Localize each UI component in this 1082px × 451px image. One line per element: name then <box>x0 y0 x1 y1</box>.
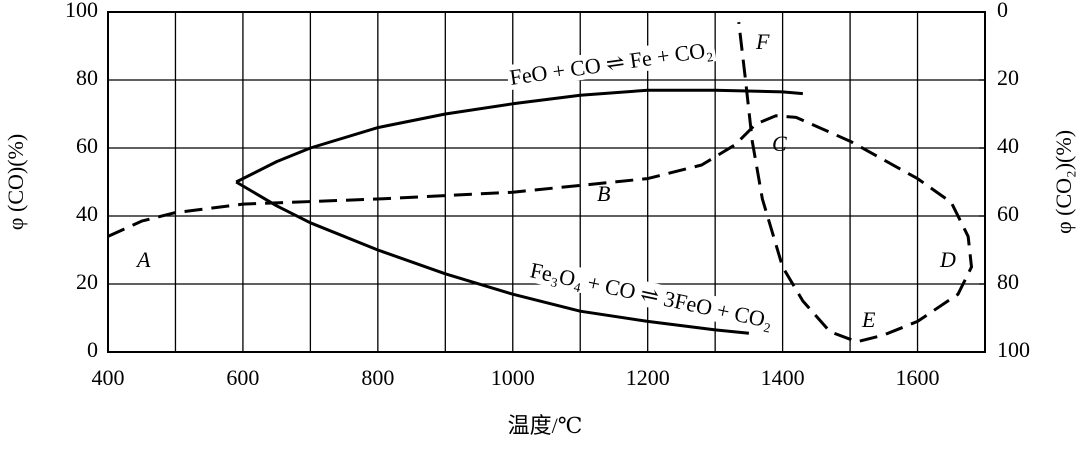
y-tick-label: 100 <box>65 0 98 22</box>
annotation: E <box>861 307 876 332</box>
annotation: A <box>135 247 151 272</box>
x-axis-title: 温度/℃ <box>508 413 583 438</box>
y2-tick-label: 80 <box>997 269 1019 294</box>
annotation: D <box>939 247 956 272</box>
annotation: C <box>772 131 787 156</box>
x-tick-label: 1400 <box>761 365 805 390</box>
annotation: B <box>597 181 610 206</box>
data-line <box>235 180 750 335</box>
y-axis-title: φ (CO)(%) <box>3 134 28 230</box>
annotation: F <box>755 29 770 54</box>
y-tick-label: 40 <box>76 201 98 226</box>
label-background <box>505 36 717 91</box>
annotation: FeO + CO ⇌ Fe + CO₂ <box>508 37 714 90</box>
label-background <box>525 256 777 334</box>
y-tick-label: 0 <box>87 337 98 362</box>
y2-axis-title: φ (CO₂)(%) <box>1051 130 1076 234</box>
x-tick-label: 1600 <box>896 365 940 390</box>
x-tick-label: 400 <box>92 365 125 390</box>
y2-tick-label: 0 <box>997 0 1008 22</box>
y2-tick-label: 60 <box>997 201 1019 226</box>
data-line <box>235 88 803 184</box>
data-line <box>107 22 974 344</box>
y-tick-label: 80 <box>76 65 98 90</box>
x-tick-label: 800 <box>361 365 394 390</box>
y2-tick-label: 40 <box>997 133 1019 158</box>
x-tick-label: 1000 <box>491 365 535 390</box>
y2-tick-label: 20 <box>997 65 1019 90</box>
plot-frame <box>107 11 986 353</box>
y-tick-label: 20 <box>76 269 98 294</box>
x-tick-label: 1200 <box>626 365 670 390</box>
x-tick-label: 600 <box>226 365 259 390</box>
y2-tick-label: 100 <box>997 337 1030 362</box>
y-tick-label: 60 <box>76 133 98 158</box>
